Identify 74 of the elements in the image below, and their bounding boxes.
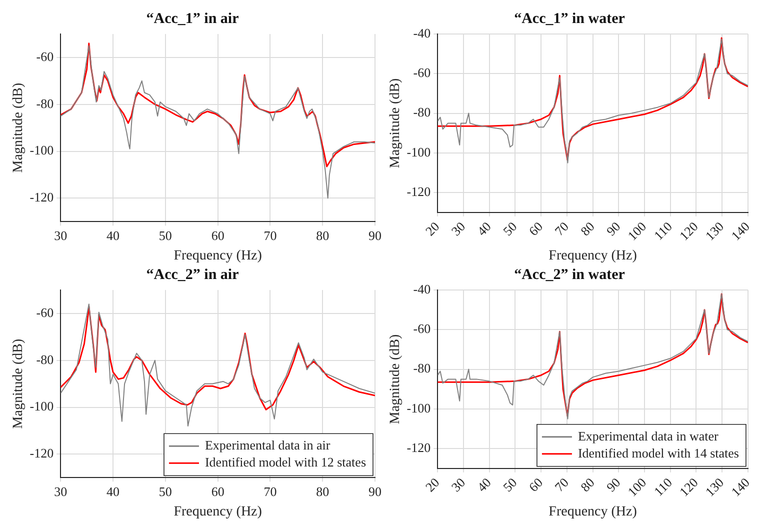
x-tick-label: 60 [211,484,224,499]
y-tick-label: -100 [406,400,431,416]
y-axis-title: Magnitude (dB) [388,334,404,424]
legend-label: Identified model with 12 states [204,454,366,470]
y-tick-label: -60 [413,321,431,336]
x-tick-label: 40 [106,484,120,499]
x-tick-label: 40 [474,474,494,495]
chart-title: “Acc_2” in air [146,266,240,283]
y-tick-label: -80 [413,360,431,376]
y-tick-label: -120 [406,184,431,199]
x-tick-label: 100 [624,474,650,500]
chart-title: “Acc_1” in air [146,10,240,27]
x-axis-title: Frequency (Hz) [174,504,262,520]
x-axis-title: Frequency (Hz) [548,504,638,520]
x-tick-label: 130 [702,474,727,500]
x-tick-label: 30 [448,218,468,239]
x-tick-label: 90 [368,228,382,243]
x-tick-label: 30 [54,484,68,499]
y-tick-label: -80 [36,352,54,367]
x-tick-label: 20 [422,218,442,239]
y-tick-label: -120 [30,190,54,205]
x-tick-label: 40 [106,228,120,243]
y-axis-title: Magnitude (dB) [11,338,26,429]
y-tick-label: -100 [30,142,54,158]
x-tick-label: 60 [211,228,224,243]
y-tick-label: -100 [30,398,54,414]
x-tick-label: 50 [158,484,172,499]
x-tick-label: 110 [650,218,675,243]
x-tick-label: 130 [702,218,727,244]
x-tick-label: 80 [316,484,330,499]
y-tick-label: -100 [406,144,431,160]
x-axis-title: Frequency (Hz) [548,248,638,264]
x-tick-label: 120 [676,218,701,244]
legend-label: Identified model with 14 states [578,445,739,460]
x-tick-label: 60 [526,474,546,495]
legend-label: Experimental data in air [204,438,331,453]
y-axis-title: Magnitude (dB) [388,78,404,168]
x-tick-label: 70 [264,228,277,243]
x-tick-label: 100 [624,218,650,244]
y-tick-label: -80 [413,104,431,120]
x-tick-label: 140 [728,218,753,244]
x-tick-label: 140 [728,474,753,500]
y-axis-title: Magnitude (dB) [11,82,26,173]
y-tick-label: -120 [406,440,431,455]
y-tick-label: -60 [36,304,54,320]
x-tick-label: 80 [316,228,330,243]
x-tick-label: 50 [158,228,172,243]
x-tick-label: 120 [676,474,701,500]
x-tick-label: 20 [422,474,442,495]
x-tick-label: 110 [650,474,675,499]
x-tick-label: 30 [54,228,68,243]
x-tick-label: 50 [500,474,520,495]
x-tick-label: 90 [603,474,624,495]
x-tick-label: 70 [552,474,572,495]
x-tick-label: 50 [500,218,520,239]
y-tick-label: -40 [413,281,431,296]
x-tick-label: 40 [474,218,494,239]
x-tick-label: 70 [264,484,277,499]
x-tick-label: 80 [578,218,598,239]
x-tick-label: 80 [578,474,598,495]
y-tick-label: -60 [36,48,54,64]
x-tick-label: 30 [448,474,468,495]
y-tick-label: -120 [30,446,54,461]
x-tick-label: 70 [552,218,572,239]
y-tick-label: -60 [413,65,431,80]
y-tick-label: -40 [413,25,431,40]
chart-title: “Acc_2” in water [514,266,626,283]
x-tick-label: 90 [603,218,624,239]
chart-title: “Acc_1” in water [514,10,626,27]
x-tick-label: 90 [368,484,382,499]
x-tick-label: 60 [526,218,546,239]
legend-label: Experimental data in water [578,428,720,444]
y-tick-label: -80 [36,96,54,111]
x-axis-title: Frequency (Hz) [174,248,262,264]
